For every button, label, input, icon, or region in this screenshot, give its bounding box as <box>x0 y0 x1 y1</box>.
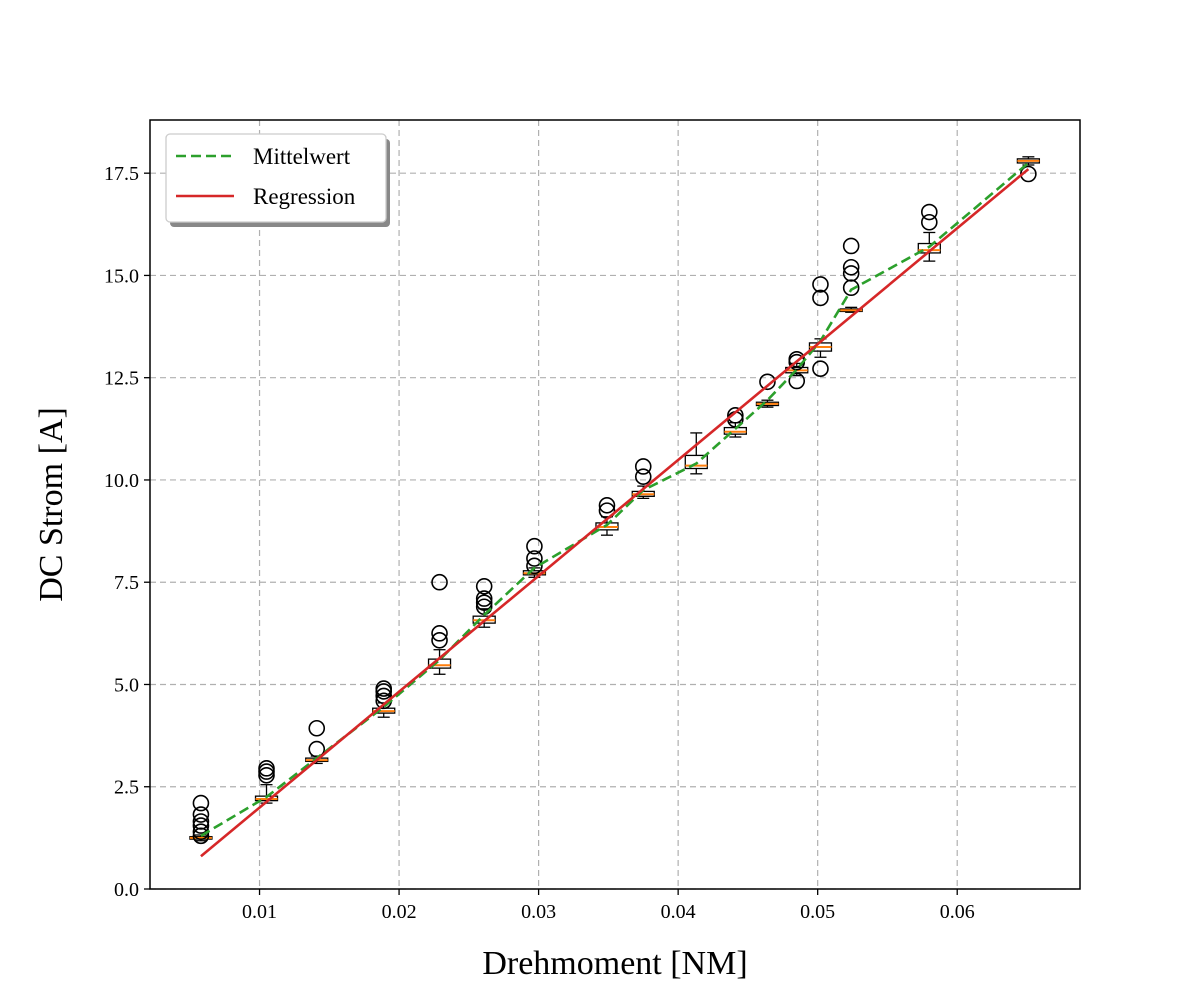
x-tick-label: 0.04 <box>661 901 696 923</box>
flier-point <box>526 537 543 555</box>
flier-point <box>258 760 275 777</box>
box-plot <box>755 373 780 408</box>
flier-point <box>258 766 275 784</box>
x-tick-label: 0.06 <box>940 901 975 923</box>
box-plot <box>189 794 213 845</box>
box-plot <box>631 458 655 500</box>
x-tick-label: 0.02 <box>382 901 417 923</box>
plot-frame <box>149 119 1081 890</box>
axis-labels: Drehmoment [NM] DC Strom [A] <box>33 407 748 982</box>
flier-point <box>526 557 543 575</box>
flier-point <box>192 806 210 823</box>
flier-point <box>431 625 448 642</box>
y-tick-label: 12.5 <box>104 368 139 390</box>
y-tick-label: 2.5 <box>114 777 139 799</box>
flier-point <box>475 578 493 595</box>
y-tick-label: 15.0 <box>104 265 139 287</box>
ticks: 0.01 0.02 0.03 0.04 0.05 0.06 0.0 2.5 5.0 7.5 10.0… <box>104 163 975 923</box>
flier-point <box>921 213 938 231</box>
y-tick-label: 7.5 <box>114 572 139 594</box>
box-plots <box>189 156 1041 845</box>
flier-point <box>598 497 616 514</box>
legend: Mittelwert Regression <box>165 133 390 227</box>
x-axis-label: Drehmoment [NM] <box>482 945 747 982</box>
box-plot <box>839 237 863 313</box>
flier-point <box>921 203 938 221</box>
flier-point <box>759 373 776 391</box>
x-tick-label: 0.01 <box>242 901 277 923</box>
regression-line <box>200 168 1030 858</box>
flier-point <box>812 289 829 307</box>
y-tick-label: 0.0 <box>114 879 139 901</box>
box-plot <box>1016 156 1041 183</box>
flier-point <box>431 632 448 649</box>
mean-line <box>200 161 1030 837</box>
flier-point <box>192 794 210 812</box>
flier-point <box>812 360 829 377</box>
flier-point <box>375 680 393 697</box>
box-plot <box>785 350 809 390</box>
flier-point <box>308 719 326 737</box>
flier-point <box>258 763 275 780</box>
legend-label: Mittelwert <box>253 144 351 169</box>
flier-point <box>526 550 543 567</box>
flier-point <box>727 407 744 424</box>
flier-point <box>192 813 210 830</box>
box-plot <box>427 573 452 675</box>
flier-point <box>812 276 829 293</box>
flier-point <box>842 258 860 276</box>
box-iqr <box>684 454 708 470</box>
flier-point <box>192 817 210 834</box>
series-lines <box>200 161 1030 858</box>
flier-point <box>634 468 652 485</box>
y-tick-label: 17.5 <box>104 163 139 185</box>
flier-point <box>475 590 493 607</box>
y-tick-label: 5.0 <box>114 674 139 696</box>
flier-point <box>842 237 860 255</box>
box-plot <box>372 680 396 718</box>
flier-point <box>431 573 448 591</box>
x-tick-label: 0.05 <box>800 901 835 923</box>
y-tick-label: 10.0 <box>104 470 139 492</box>
flier-point <box>634 458 652 475</box>
legend-label: Regression <box>253 184 356 209</box>
y-axis-label: DC Strom [A] <box>33 407 70 602</box>
flier-point <box>788 372 806 390</box>
x-tick-label: 0.03 <box>521 901 556 923</box>
flier-point <box>475 594 493 611</box>
flier-point <box>842 265 860 282</box>
